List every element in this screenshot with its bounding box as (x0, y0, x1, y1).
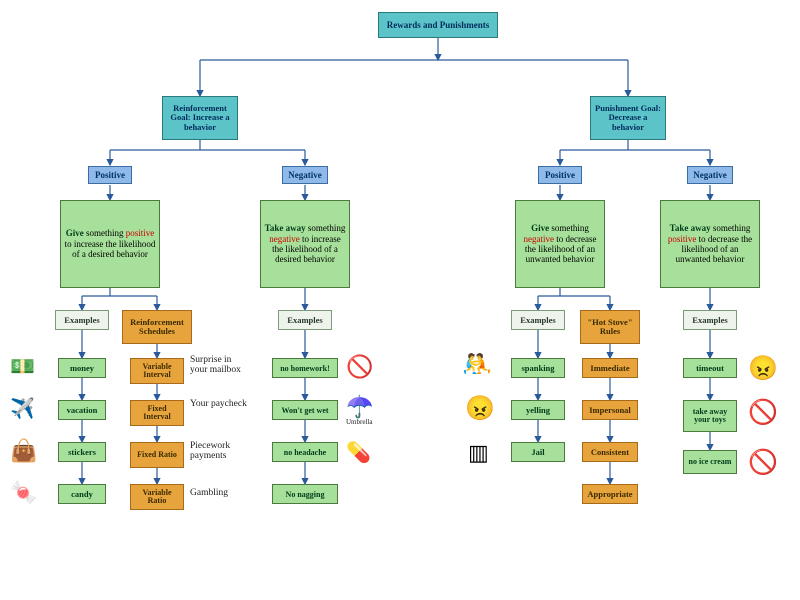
example-yelling: yelling (511, 400, 565, 420)
example-stickers: stickers (58, 442, 106, 462)
example-candy: candy (58, 484, 106, 504)
reinf-neg-examples-label: Examples (278, 310, 332, 330)
sched-vi: Variable Interval (130, 358, 184, 384)
pun-neg-desc: Take away something positive to decrease… (660, 200, 760, 288)
reinf-negative-node: Negative (282, 166, 328, 184)
pun-pos-examples-label: Examples (511, 310, 565, 330)
pun-neg-examples-label: Examples (683, 310, 737, 330)
rules-label: "Hot Stove" Rules (580, 310, 640, 344)
sched-caption-1: Your paycheck (190, 400, 250, 410)
sched-fi: Fixed Interval (130, 400, 184, 426)
bag-icon: 👜 (10, 438, 37, 464)
icecream-no-icon: 🚫 (748, 448, 778, 477)
pun-positive-node: Positive (538, 166, 582, 184)
schedules-label: Reinforcement Schedules (122, 310, 192, 344)
sched-caption-2: Piecework payments (190, 442, 250, 462)
reinforcement-node: Reinforcement Goal: Increase a behavior (162, 96, 238, 140)
example-nohw: no homework! (272, 358, 338, 378)
rule-appropriate: Appropriate (582, 484, 638, 504)
connectors (0, 0, 800, 600)
jail-icon: ▥ (468, 440, 489, 466)
reinf-pos-examples-label: Examples (55, 310, 109, 330)
pun-negative-node: Negative (687, 166, 733, 184)
nohw-icon: 🚫 (346, 354, 373, 380)
example-spanking: spanking (511, 358, 565, 378)
spank-icon: 🤼 (462, 350, 492, 379)
example-timeout: timeout (683, 358, 737, 378)
example-nagging: No nagging (272, 484, 338, 504)
sched-fr: Fixed Ratio (130, 442, 184, 468)
rule-consistent: Consistent (582, 442, 638, 462)
punishment-node: Punishment Goal: Decrease a behavior (590, 96, 666, 140)
root-node: Rewards and Punishments (378, 12, 498, 38)
example-wet: Won't get wet (272, 400, 338, 420)
reinf-positive-node: Positive (88, 166, 132, 184)
umbrella-caption: Umbrella (346, 418, 372, 426)
example-jail: Jail (511, 442, 565, 462)
sched-vr: Variable Ratio (130, 484, 184, 510)
example-money: money (58, 358, 106, 378)
example-headache: no headache (272, 442, 338, 462)
pills-icon: 💊 (346, 440, 371, 465)
candy-icon: 🍬 (10, 480, 37, 506)
umbrella-icon: ☂️ (346, 394, 373, 420)
sched-caption-0: Surprise in your mailbox (190, 356, 250, 376)
example-vacation: vacation (58, 400, 106, 420)
rule-impersonal: Impersonal (582, 400, 638, 420)
example-toys: take away your toys (683, 400, 737, 432)
example-icecream: no ice cream (683, 450, 737, 474)
dollar-icon: 💵 (10, 354, 35, 379)
top-no-icon: 🚫 (748, 398, 778, 427)
face-icon: 😠 (748, 354, 778, 383)
plane-icon: ✈️ (10, 396, 35, 421)
yell-icon: 😠 (465, 394, 495, 423)
reinf-neg-desc: Take away something negative to increase… (260, 200, 350, 288)
reinf-pos-desc: Give something positive to increase the … (60, 200, 160, 288)
rule-immediate: Immediate (582, 358, 638, 378)
pun-pos-desc: Give something negative to decrease the … (515, 200, 605, 288)
sched-caption-3: Gambling (190, 488, 250, 498)
